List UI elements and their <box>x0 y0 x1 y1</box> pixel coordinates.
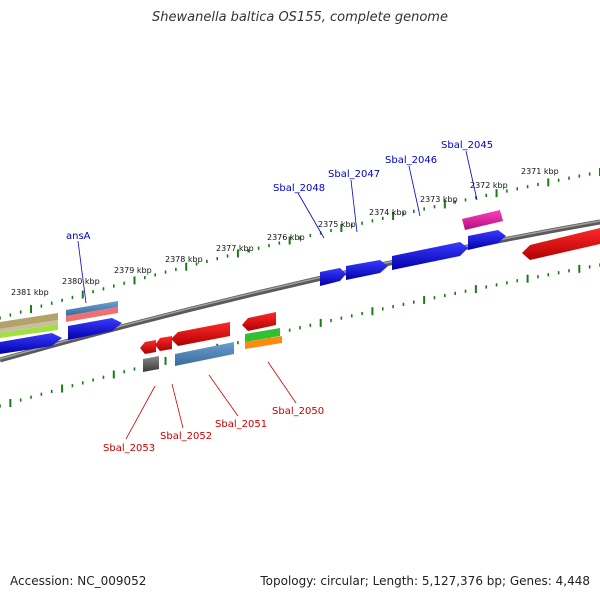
scale-label: 2376 kbp <box>267 233 305 242</box>
genome-summary-text: Topology: circular; Length: 5,127,376 bp… <box>260 574 590 588</box>
gene-arrow-sbal-2048 <box>346 260 388 280</box>
scale-label: 2378 kbp <box>165 255 203 264</box>
gene-arrow-sbal-2053 <box>143 356 159 372</box>
gene-label-sbal-2052: Sbal_2052 <box>160 431 212 442</box>
scale-label: 2373 kbp <box>420 195 458 204</box>
gene-label-sbal-2047: Sbal_2047 <box>328 169 380 180</box>
forward-genes <box>0 210 600 354</box>
gene-arrow <box>320 268 346 286</box>
gene-arrow-sbal-2045 <box>462 210 503 230</box>
scale-label: 2372 kbp <box>470 181 508 190</box>
scale-label: 2377 kbp <box>216 244 254 253</box>
gene-arrow <box>468 230 506 250</box>
gene-arrow-sbal-2046 <box>392 242 468 270</box>
gene-arrow <box>68 318 122 340</box>
gene-label-sbal-2051: Sbal_2051 <box>215 419 267 430</box>
gene-arrow <box>522 228 600 260</box>
scale-label: 2380 kbp <box>62 277 100 286</box>
reverse-gene-labels: Sbal_2053 Sbal_2052 Sbal_2051 Sbal_2050 <box>103 361 324 454</box>
scale-label: 2374 kbp <box>369 208 407 217</box>
reverse-genes <box>140 312 282 372</box>
outer-tick-track <box>0 168 600 320</box>
scale-label: 2379 kbp <box>114 266 152 275</box>
gene-feature <box>0 313 58 329</box>
gene-label-sbal-2053: Sbal_2053 <box>103 443 155 454</box>
accession-text: Accession: NC_009052 <box>10 574 147 588</box>
gene-feature <box>0 320 58 333</box>
gene-arrow-ansa <box>66 301 118 316</box>
map-title: Shewanella baltica OS155, complete genom… <box>152 10 448 25</box>
gene-label-sbal-2050: Sbal_2050 <box>272 406 324 417</box>
gene-label-sbal-2046: Sbal_2046 <box>385 155 437 166</box>
gene-label-sbal-2048: Sbal_2048 <box>273 183 325 194</box>
gene-arrow-sbal-2051 <box>171 322 230 346</box>
gene-label-sbal-2045: Sbal_2045 <box>441 140 493 151</box>
gene-feature <box>245 336 282 349</box>
scale-labels: 2381 kbp 2380 kbp 2379 kbp 2378 kbp 2377… <box>11 167 559 297</box>
gene-arrow <box>0 333 62 354</box>
scale-label: 2371 kbp <box>521 167 559 176</box>
genome-backbone <box>0 219 600 363</box>
gene-arrow <box>140 340 156 354</box>
scale-label: 2375 kbp <box>318 220 356 229</box>
gene-arrow-sbal-2052 <box>175 342 234 366</box>
gene-arrow <box>155 336 172 351</box>
gene-feature <box>0 324 58 338</box>
scale-label: 2381 kbp <box>11 288 49 297</box>
gene-label-ansa: ansA <box>66 231 91 242</box>
gene-feature <box>245 328 280 342</box>
forward-gene-labels: ansA Sbal_2048 Sbal_2047 Sbal_2046 Sbal_… <box>66 140 493 304</box>
gene-feature <box>66 307 118 322</box>
gene-arrow-sbal-2050 <box>242 312 276 331</box>
